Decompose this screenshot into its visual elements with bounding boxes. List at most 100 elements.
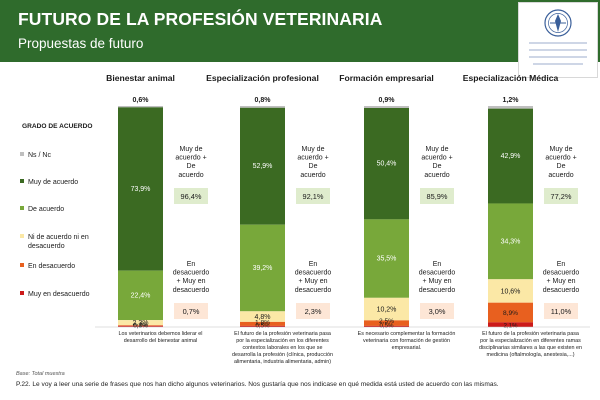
disagree-total-box bbox=[420, 303, 454, 319]
page-title: FUTURO DE LA PROFESIÓN VETERINARIA bbox=[18, 9, 383, 29]
category-title: Bienestar animal bbox=[106, 73, 175, 83]
bar-segment bbox=[364, 106, 409, 108]
category-title: Especialización Médica bbox=[463, 73, 559, 83]
agree-total-label: Muy de acuerdo + De acuerdo bbox=[421, 146, 452, 179]
category-title: Especialización profesional bbox=[206, 73, 319, 83]
bar-segment bbox=[488, 108, 533, 204]
agree-total-label: Muy de acuerdo + De acuerdo bbox=[175, 146, 206, 179]
legend-swatch bbox=[20, 234, 24, 238]
bar-segment bbox=[118, 270, 163, 321]
bar-segment bbox=[364, 325, 409, 327]
agree-total-value: 85,9% bbox=[427, 192, 448, 201]
data-label: 10,6% bbox=[501, 288, 521, 295]
legend-swatch bbox=[20, 152, 24, 156]
bar-segment bbox=[118, 107, 163, 271]
data-label: 2,5% bbox=[379, 318, 394, 325]
data-label: 0,8% bbox=[255, 97, 272, 104]
bar-segment bbox=[488, 302, 533, 323]
bar-segment bbox=[364, 297, 409, 321]
legend-title: GRADO DE ACUERDO bbox=[22, 123, 92, 130]
disagree-total-value: 3,0% bbox=[429, 307, 446, 316]
bar-segment bbox=[364, 107, 409, 220]
data-label: 2,1% bbox=[503, 323, 518, 330]
data-label: 0,4% bbox=[133, 323, 148, 330]
data-label: 0,6% bbox=[133, 97, 150, 104]
legend-label: Ns / Nc bbox=[28, 152, 51, 159]
agree-total-box bbox=[174, 188, 208, 204]
bar-segment bbox=[240, 311, 285, 322]
statement-text: El futuro de la profesión veterinaria pa… bbox=[232, 331, 333, 365]
bar-segment bbox=[488, 322, 533, 327]
bar-segment bbox=[240, 224, 285, 312]
legend-label: En desacuerdo bbox=[28, 263, 75, 270]
base-note: Base: Total muestra bbox=[16, 371, 65, 377]
data-label: 0,3% bbox=[133, 323, 148, 330]
college-logo bbox=[518, 2, 598, 78]
data-label: 2,3% bbox=[133, 320, 149, 327]
agree-total-value: 77,2% bbox=[551, 192, 572, 201]
statement-text: Es necesario complementar la formación ve… bbox=[358, 331, 456, 351]
agree-total-value: 92,1% bbox=[303, 192, 324, 201]
legend-swatch bbox=[20, 179, 24, 183]
agree-total-box bbox=[296, 188, 330, 204]
disagree-total-value: 11,0% bbox=[551, 307, 572, 316]
disagree-total-label: En desacuerdo + Muy en desacuerdo bbox=[419, 261, 456, 294]
disagree-total-label: En desacuerdo + Muy en desacuerdo bbox=[543, 261, 580, 294]
disagree-total-label: En desacuerdo + Muy en desacuerdo bbox=[295, 261, 332, 294]
disagree-total-label: En desacuerdo + Muy en desacuerdo bbox=[173, 261, 210, 294]
statement-text: El futuro de la profesión veterinaria pa… bbox=[479, 331, 582, 358]
legend-label: De acuerdo bbox=[28, 206, 64, 213]
data-label: 34,3% bbox=[501, 238, 521, 245]
data-label: 73,9% bbox=[131, 186, 151, 193]
legend-swatch bbox=[20, 263, 24, 267]
category-title: Formación empresarial bbox=[339, 73, 434, 83]
disagree-total-box bbox=[296, 303, 330, 319]
legend-label: Muy de acuerdo bbox=[28, 179, 78, 186]
data-label: 1,2% bbox=[503, 97, 520, 104]
question-footnote: P.22. Le voy a leer una serie de frases … bbox=[16, 381, 499, 388]
agree-total-value: 96,4% bbox=[181, 192, 202, 201]
disagree-total-box bbox=[544, 303, 578, 319]
data-label: 10,2% bbox=[377, 307, 397, 314]
bar-segment bbox=[240, 325, 285, 327]
data-label: 50,4% bbox=[377, 161, 397, 168]
data-label: 39,2% bbox=[253, 265, 273, 272]
disagree-total-value: 0,7% bbox=[183, 307, 200, 316]
legend-label: Muy en desacuerdo bbox=[28, 291, 90, 298]
bar-segment bbox=[118, 325, 163, 326]
disagree-total-box bbox=[174, 303, 208, 319]
data-label: 0,5% bbox=[255, 323, 270, 330]
bar-segment bbox=[240, 106, 285, 108]
agree-total-box bbox=[544, 188, 578, 204]
bar-segment bbox=[364, 219, 409, 298]
header-bar: FUTURO DE LA PROFESIÓN VETERINARIA Propu… bbox=[0, 0, 600, 62]
page-subtitle: Propuestas de futuro bbox=[18, 36, 144, 51]
data-label: 52,9% bbox=[253, 163, 273, 170]
data-label: 0,5% bbox=[379, 323, 394, 330]
bar-segment bbox=[488, 203, 533, 280]
data-label: 35,5% bbox=[377, 256, 397, 263]
bar-segment bbox=[364, 320, 409, 326]
agree-total-label: Muy de acuerdo + De acuerdo bbox=[545, 146, 576, 179]
statement-text: Los veterinarios debemos liderar el desar… bbox=[119, 331, 203, 344]
data-label: 1,8% bbox=[255, 319, 270, 326]
bar-segment bbox=[118, 325, 163, 327]
bar-segment bbox=[488, 279, 533, 303]
bar-segment bbox=[118, 320, 163, 326]
bar-segment bbox=[488, 106, 533, 109]
data-label: 8,9% bbox=[503, 310, 518, 317]
disagree-total-value: 2,3% bbox=[305, 307, 322, 316]
legend-label: Ni de acuerdo ni en desacuerdo bbox=[28, 234, 89, 250]
agree-total-label: Muy de acuerdo + De acuerdo bbox=[297, 146, 328, 179]
data-label: 0,9% bbox=[379, 97, 396, 104]
data-label: 22,4% bbox=[131, 292, 151, 299]
legend-swatch bbox=[20, 206, 24, 210]
legend-swatch bbox=[20, 291, 24, 295]
data-label: 42,9% bbox=[501, 153, 521, 160]
bar-segment bbox=[118, 106, 163, 108]
seal-icon bbox=[529, 9, 587, 65]
data-label: 4,8% bbox=[255, 314, 271, 321]
bar-segment bbox=[240, 321, 285, 326]
